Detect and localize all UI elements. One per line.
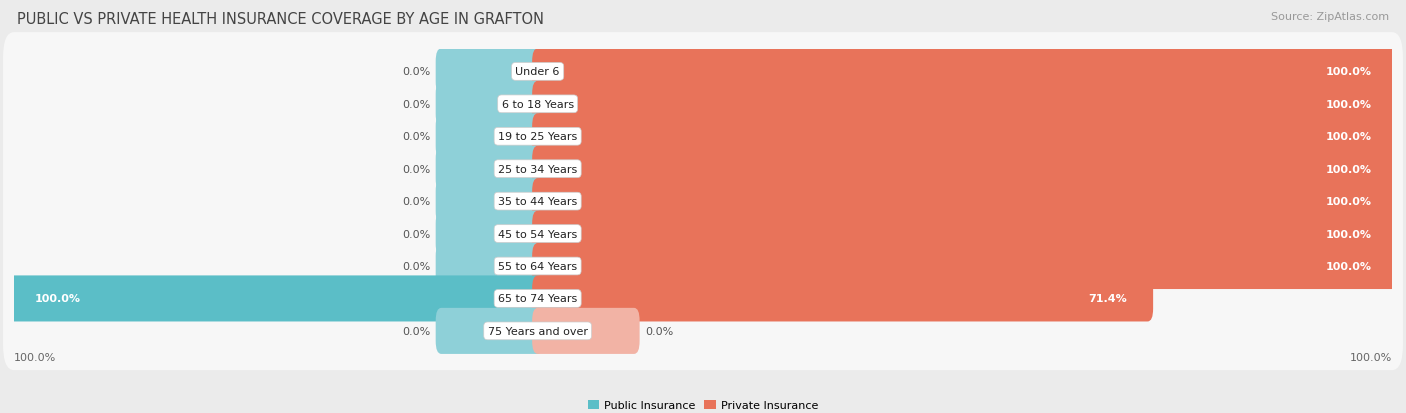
Text: 25 to 34 Years: 25 to 34 Years [498,164,578,174]
FancyBboxPatch shape [531,114,1398,160]
Text: 0.0%: 0.0% [402,197,430,206]
Text: 75 Years and over: 75 Years and over [488,326,588,336]
FancyBboxPatch shape [3,33,1403,112]
Text: 100.0%: 100.0% [1326,164,1371,174]
Text: 19 to 25 Years: 19 to 25 Years [498,132,578,142]
FancyBboxPatch shape [436,82,543,128]
Text: 6 to 18 Years: 6 to 18 Years [502,100,574,109]
FancyBboxPatch shape [3,130,1403,209]
FancyBboxPatch shape [436,49,543,95]
FancyBboxPatch shape [531,146,1398,192]
FancyBboxPatch shape [531,211,1398,257]
Text: 0.0%: 0.0% [402,132,430,142]
FancyBboxPatch shape [8,276,543,322]
Text: 100.0%: 100.0% [1326,100,1371,109]
FancyBboxPatch shape [3,292,1403,370]
Text: 100.0%: 100.0% [1326,197,1371,206]
Text: 0.0%: 0.0% [402,261,430,271]
FancyBboxPatch shape [3,259,1403,338]
Text: 100.0%: 100.0% [35,294,80,304]
Text: 0.0%: 0.0% [645,326,673,336]
FancyBboxPatch shape [3,98,1403,176]
FancyBboxPatch shape [3,65,1403,144]
Text: 45 to 54 Years: 45 to 54 Years [498,229,578,239]
FancyBboxPatch shape [436,146,543,192]
FancyBboxPatch shape [3,227,1403,306]
Text: 100.0%: 100.0% [1326,132,1371,142]
Text: 0.0%: 0.0% [402,326,430,336]
FancyBboxPatch shape [3,162,1403,241]
Text: 100.0%: 100.0% [1350,353,1392,363]
Text: 65 to 74 Years: 65 to 74 Years [498,294,578,304]
FancyBboxPatch shape [436,179,543,225]
Legend: Public Insurance, Private Insurance: Public Insurance, Private Insurance [583,395,823,413]
Text: 100.0%: 100.0% [1326,229,1371,239]
Text: 35 to 44 Years: 35 to 44 Years [498,197,578,206]
FancyBboxPatch shape [436,308,543,354]
Text: 0.0%: 0.0% [402,67,430,77]
FancyBboxPatch shape [531,276,1153,322]
Text: 0.0%: 0.0% [402,229,430,239]
FancyBboxPatch shape [531,179,1398,225]
Text: 100.0%: 100.0% [14,353,56,363]
Text: Source: ZipAtlas.com: Source: ZipAtlas.com [1271,12,1389,22]
Text: 100.0%: 100.0% [1326,261,1371,271]
Text: 55 to 64 Years: 55 to 64 Years [498,261,578,271]
FancyBboxPatch shape [531,243,1398,290]
FancyBboxPatch shape [531,82,1398,128]
FancyBboxPatch shape [531,308,640,354]
Text: 0.0%: 0.0% [402,100,430,109]
FancyBboxPatch shape [436,211,543,257]
FancyBboxPatch shape [3,195,1403,273]
Text: Under 6: Under 6 [516,67,560,77]
Text: PUBLIC VS PRIVATE HEALTH INSURANCE COVERAGE BY AGE IN GRAFTON: PUBLIC VS PRIVATE HEALTH INSURANCE COVER… [17,12,544,27]
FancyBboxPatch shape [531,49,1398,95]
Text: 0.0%: 0.0% [402,164,430,174]
Text: 100.0%: 100.0% [1326,67,1371,77]
Text: 71.4%: 71.4% [1088,294,1128,304]
FancyBboxPatch shape [436,114,543,160]
FancyBboxPatch shape [436,243,543,290]
